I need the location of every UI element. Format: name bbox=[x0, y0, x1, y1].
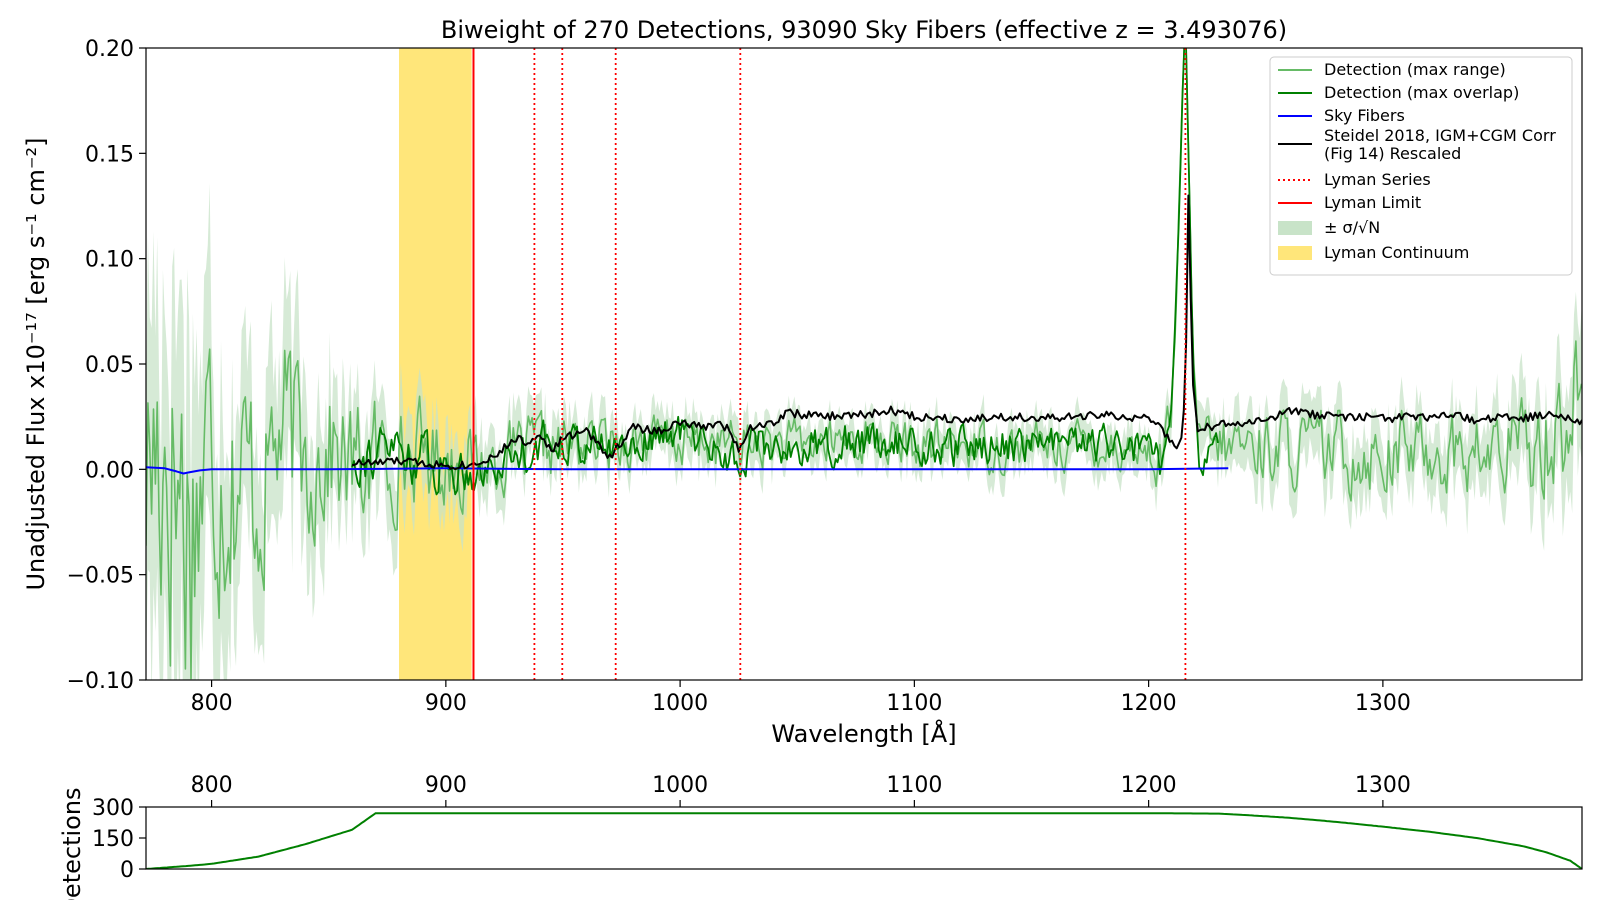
series-detections-count bbox=[146, 812, 1582, 869]
detections-subplot: 800 900 1000 1100 1200 1300 0 150 300 bbox=[92, 773, 1583, 883]
legend-label: Lyman Series bbox=[1324, 170, 1431, 189]
x-tick-label: 800 bbox=[191, 691, 233, 716]
subplot-x-tick-label: 1000 bbox=[652, 773, 708, 798]
x-tick-label: 1200 bbox=[1121, 691, 1177, 716]
subplot-x-tick-label: 900 bbox=[425, 773, 467, 798]
lyman-continuum-band bbox=[398, 48, 472, 680]
legend-item: Lyman Continuum bbox=[1278, 243, 1469, 262]
x-tick-label: 1300 bbox=[1355, 691, 1411, 716]
subplot-y-tick-label: 0 bbox=[120, 858, 134, 883]
legend-frame bbox=[1269, 56, 1573, 276]
legend-label: Lyman Limit bbox=[1324, 193, 1421, 212]
legend-label: Lyman Continuum bbox=[1324, 243, 1469, 262]
y-tick-label: 0.10 bbox=[85, 248, 134, 273]
legend-item: Detection (max range) bbox=[1278, 60, 1506, 79]
chart-title: Biweight of 270 Detections, 93090 Sky Fi… bbox=[441, 16, 1287, 44]
x-tick-label: 1000 bbox=[652, 691, 708, 716]
legend-label: ± σ/√N bbox=[1324, 218, 1380, 237]
main-plot-area: 800 900 1000 1100 1200 1300 −0.10 −0.05 0.00 0.0… bbox=[67, 37, 1583, 716]
x-tick-label: 1100 bbox=[886, 691, 942, 716]
legend-item: Steidel 2018, IGM+CGM Corr (Fig 14) Resca… bbox=[1278, 126, 1556, 163]
legend-label: Steidel 2018, IGM+CGM Corr (Fig 14) Resca… bbox=[1324, 126, 1556, 163]
legend-swatch bbox=[1278, 221, 1312, 235]
subplot-y-tick-label: 300 bbox=[92, 796, 134, 821]
legend-item: Detection (max overlap) bbox=[1278, 83, 1519, 102]
legend-item: ± σ/√N bbox=[1278, 218, 1380, 237]
y-tick-label: 0.05 bbox=[85, 353, 134, 378]
legend-swatch bbox=[1278, 246, 1312, 260]
legend-item: Lyman Series bbox=[1278, 170, 1431, 189]
x-tick-label: 900 bbox=[425, 691, 467, 716]
x-axis-label: Wavelength [Å] bbox=[771, 719, 956, 748]
legend: Detection (max range) Detection (max over… bbox=[1269, 56, 1573, 276]
series-detection-max-range bbox=[146, 48, 1582, 680]
subplot-x-tick-label: 1200 bbox=[1121, 773, 1177, 798]
subplot-frame bbox=[145, 806, 1583, 870]
y-tick-label: 0.00 bbox=[85, 458, 134, 483]
y-tick-label: 0.15 bbox=[85, 142, 134, 167]
legend-item: Sky Fibers bbox=[1278, 106, 1405, 125]
subplot-x-tick-label: 800 bbox=[191, 773, 233, 798]
legend-item: Lyman Limit bbox=[1278, 193, 1421, 212]
legend-label: Detection (max overlap) bbox=[1324, 83, 1519, 102]
subplot-y-tick-label: 150 bbox=[92, 827, 134, 852]
subplot-x-tick-label: 1100 bbox=[886, 773, 942, 798]
y-tick-label: 0.20 bbox=[85, 37, 134, 62]
y-tick-label: −0.05 bbox=[67, 564, 134, 589]
subplot-y-axis-label: Detections bbox=[58, 787, 86, 900]
series-steidel-2018 bbox=[352, 194, 1582, 471]
series-detection-max-overlap bbox=[351, 48, 1219, 496]
legend-label: Sky Fibers bbox=[1324, 106, 1405, 125]
series-sky-fibers bbox=[146, 466, 1229, 475]
legend-label: Detection (max range) bbox=[1324, 60, 1506, 79]
y-tick-label: −0.10 bbox=[67, 669, 134, 694]
subplot-x-tick-label: 1300 bbox=[1355, 773, 1411, 798]
y-axis-label: Unadjusted Flux x10⁻¹⁷ [erg s⁻¹ cm⁻²] bbox=[22, 137, 50, 590]
